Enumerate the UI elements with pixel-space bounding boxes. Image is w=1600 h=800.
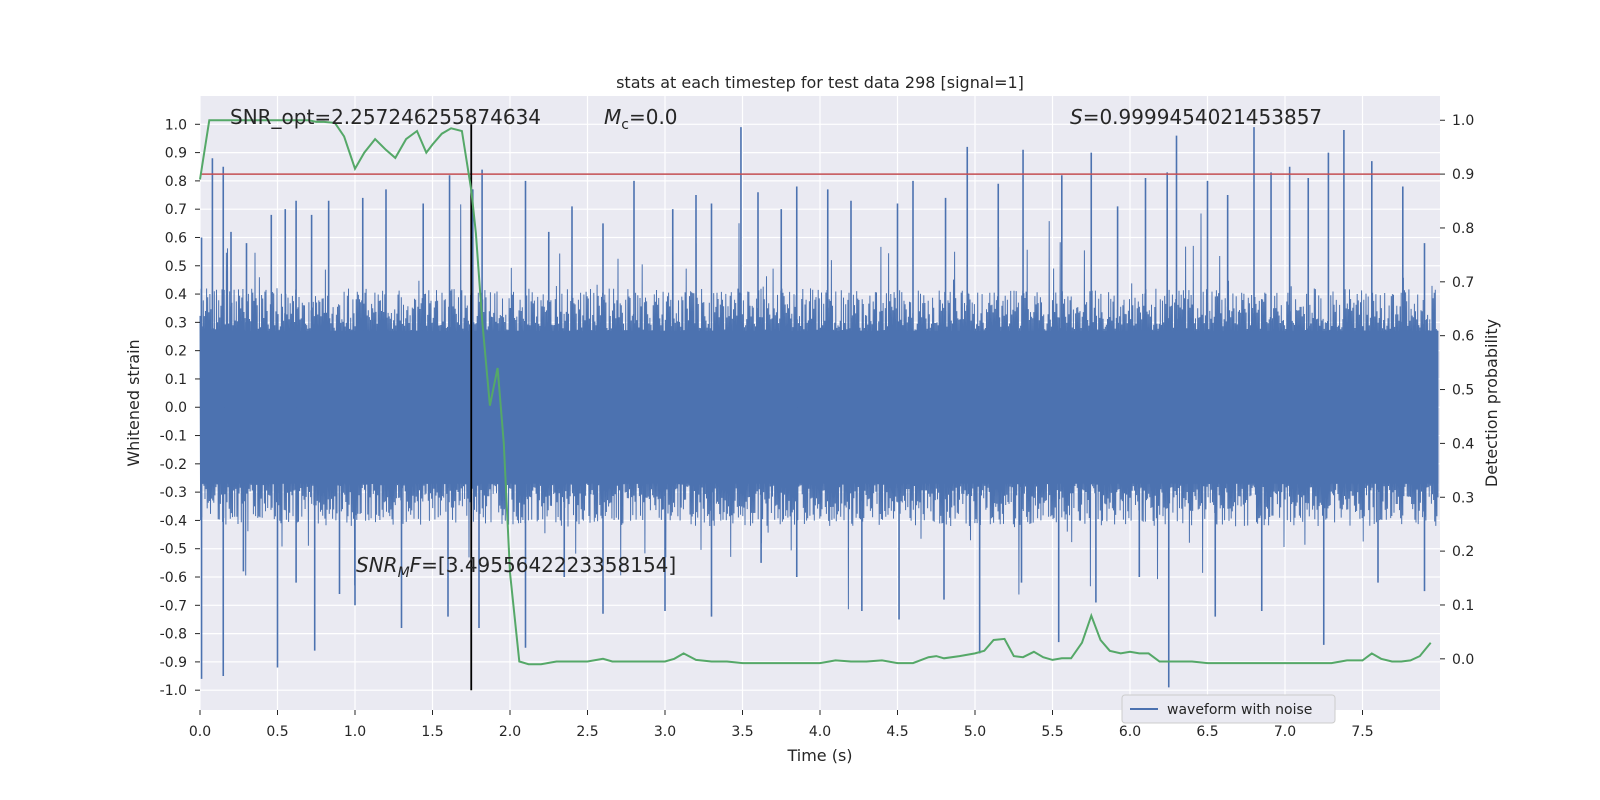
y-tick-label-left: 0.5 <box>165 259 187 275</box>
y-tick-label-left: 0.0 <box>165 400 187 416</box>
y-axis-label-left: Whitened strain <box>124 339 143 466</box>
y-tick-label-right: 0.0 <box>1452 652 1474 668</box>
legend: waveform with noise <box>1121 694 1336 724</box>
mc-symbol: M <box>604 105 621 129</box>
x-tick-label: 2.0 <box>499 724 521 740</box>
y-tick-label-left: 0.4 <box>165 287 187 303</box>
mc-subscript: c <box>621 117 629 133</box>
y-tick-label-left: 0.1 <box>165 372 187 388</box>
y-tick-label-left: -0.4 <box>160 513 187 529</box>
snr-opt-annotation: SNR_opt=2.257246255874634 <box>230 105 541 129</box>
x-tick-label: 5.5 <box>1041 724 1063 740</box>
x-tick-label: 3.5 <box>731 724 753 740</box>
x-tick-label: 7.0 <box>1274 724 1296 740</box>
y-tick-label-left: 0.3 <box>165 315 187 331</box>
x-tick-label: 0.0 <box>189 724 211 740</box>
x-tick-label: 6.5 <box>1196 724 1218 740</box>
snr-mf-rest: F <box>410 553 422 577</box>
y-tick-label-left: -0.5 <box>160 542 187 558</box>
x-tick-label: 2.5 <box>576 724 598 740</box>
detection-probability-line <box>199 119 1432 666</box>
y-tick-label-right: 0.3 <box>1452 490 1474 506</box>
s-value: =0.9999454021453857 <box>1083 105 1322 129</box>
y-tick-label-left: 1.0 <box>165 117 187 133</box>
y-tick-label-left: 0.6 <box>165 230 187 246</box>
y-tick-label-left: 0.9 <box>165 146 187 162</box>
y-tick-label-right: 0.5 <box>1452 383 1474 399</box>
x-tick-label: 6.0 <box>1119 724 1141 740</box>
s-annotation: S=0.9999454021453857 <box>1070 105 1322 129</box>
y-tick-label-right: 1.0 <box>1452 113 1474 129</box>
y-tick-label-right: 0.7 <box>1452 275 1474 291</box>
x-tick-label: 4.0 <box>809 724 831 740</box>
x-tick-label: 1.5 <box>421 724 443 740</box>
y-tick-label-left: -0.9 <box>160 655 187 671</box>
snr-mf-symbol: SNR <box>356 553 398 577</box>
legend-box <box>1121 694 1336 724</box>
mc-annotation: Mc=0.0 <box>604 105 678 133</box>
y-tick-label-left: -0.3 <box>160 485 187 501</box>
snr-mf-subscript: M <box>398 565 410 581</box>
y-tick-label-left: 0.7 <box>165 202 187 218</box>
y-tick-label-left: 0.2 <box>165 344 187 360</box>
y-tick-label-left: -0.8 <box>160 627 187 643</box>
snr-mf-value: =[3.4955642223358154] <box>421 553 676 577</box>
s-symbol: S <box>1070 105 1083 129</box>
y-tick-label-left: -1.0 <box>160 683 187 699</box>
y-tick-label-right: 0.6 <box>1452 329 1474 345</box>
x-tick-label: 1.0 <box>344 724 366 740</box>
x-tick-label: 4.5 <box>886 724 908 740</box>
y-tick-label-right: 0.1 <box>1452 598 1474 614</box>
y-tick-label-left: 0.8 <box>165 174 187 190</box>
y-tick-label-right: 0.2 <box>1452 544 1474 560</box>
x-tick-label: 3.0 <box>654 724 676 740</box>
chart-title: stats at each timestep for test data 298… <box>616 73 1024 92</box>
waveform-core-band <box>200 330 1439 484</box>
ticks: 0.0 0.5 1.0 1.5 2.0 2.5 3.0 3.5 4.0 4.5 5.0 5.5 6.0 6… <box>160 113 1475 740</box>
snr-mf-annotation: SNRMF=[3.4955642223358154] <box>356 553 676 581</box>
y-tick-label-left: -0.7 <box>160 598 187 614</box>
y-tick-label-left: -0.2 <box>160 457 187 473</box>
y-axis-label-right: Detection probability <box>1482 319 1501 487</box>
legend-label-waveform: waveform with noise <box>1167 702 1312 718</box>
y-tick-label-left: -0.6 <box>160 570 187 586</box>
y-tick-label-right: 0.4 <box>1452 436 1474 452</box>
y-tick-label-left: -0.1 <box>160 429 187 445</box>
y-tick-label-right: 0.9 <box>1452 167 1474 183</box>
y-tick-label-right: 0.8 <box>1452 221 1474 237</box>
x-tick-label: 7.5 <box>1351 724 1373 740</box>
waveform-series <box>199 127 1439 688</box>
mc-value: =0.0 <box>629 105 678 129</box>
x-axis-label: Time (s) <box>786 746 852 765</box>
overlay-layer <box>199 119 1440 691</box>
x-tick-label: 5.0 <box>964 724 986 740</box>
x-tick-label: 0.5 <box>266 724 288 740</box>
